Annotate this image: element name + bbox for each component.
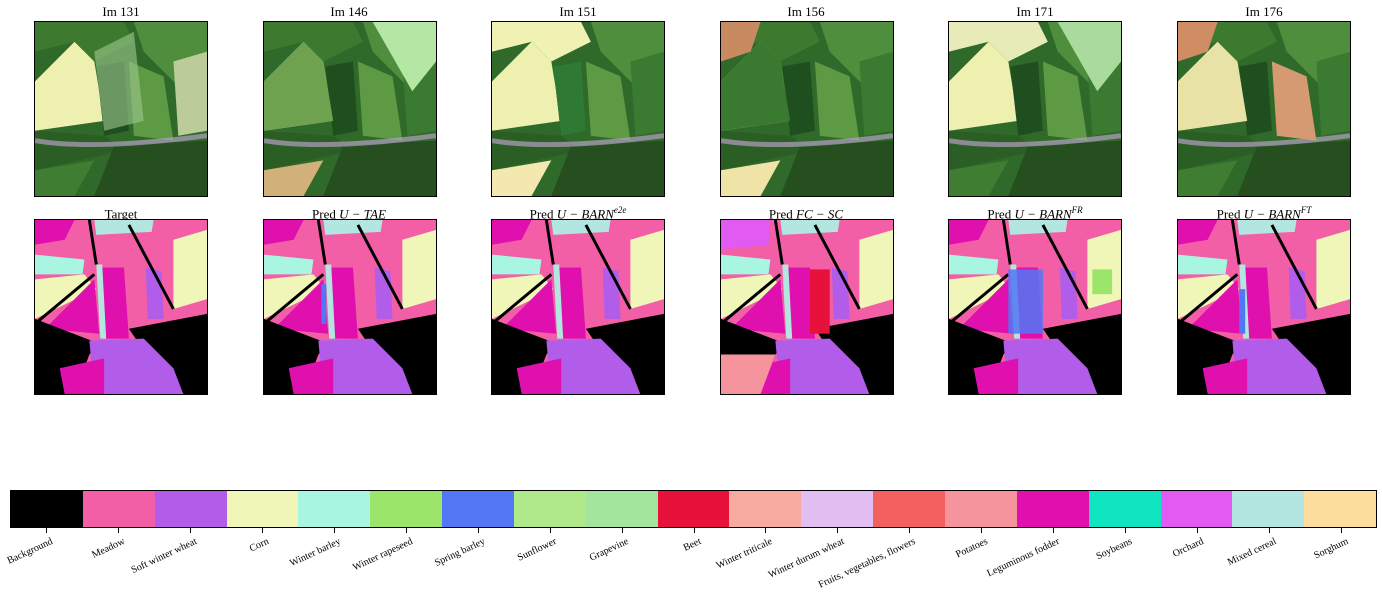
colorbar-label: Corn — [247, 536, 271, 555]
segmentation-map-u-tae — [263, 219, 437, 395]
colorbar-swatch — [801, 491, 874, 527]
colorbar-swatch — [1016, 491, 1089, 527]
map-title-5: Pred U − BARNFR — [987, 205, 1083, 222]
image-title-6: Im 176 — [1245, 4, 1283, 19]
segmentation-map-u-barn-e2e — [491, 219, 665, 395]
colorbar-label: Grapevine — [588, 536, 631, 564]
colorbar-swatch — [1160, 491, 1233, 527]
colorbar-label: Soft winter wheat — [129, 536, 199, 577]
colorbar-label: Leguminous fodder — [985, 536, 1062, 580]
colorbar-swatch — [226, 491, 299, 527]
colorbar-label: Orchard — [1171, 536, 1206, 560]
colorbar-swatch — [298, 491, 371, 527]
segmentation-map-target — [34, 219, 208, 395]
colorbar-tick — [118, 528, 119, 533]
image-title-2: Im 146 — [330, 4, 368, 19]
colorbar-swatch — [1232, 491, 1305, 527]
colorbar-tick — [334, 528, 335, 533]
colorbar-tick — [909, 528, 910, 533]
colorbar-tick — [694, 528, 695, 533]
colorbar-label: Soybeans — [1094, 536, 1134, 563]
satellite-image-1 — [34, 21, 208, 197]
colorbar-tick — [837, 528, 838, 533]
colorbar-tick — [190, 528, 191, 533]
image-title-1: Im 131 — [102, 4, 140, 19]
colorbar-tick — [46, 528, 47, 533]
colorbar-tick — [406, 528, 407, 533]
colorbar-tick — [622, 528, 623, 533]
image-title-4: Im 156 — [787, 4, 825, 19]
segmentation-map-u-barn-ft — [1177, 219, 1351, 395]
colorbar-tick — [981, 528, 982, 533]
colorbar-tick — [1125, 528, 1126, 533]
colorbar-tick — [1053, 528, 1054, 533]
colorbar-label: Meadow — [90, 536, 127, 561]
colorbar-tick — [1269, 528, 1270, 533]
colorbar-label: Beet — [681, 536, 703, 554]
colorbar-tick — [550, 528, 551, 533]
map-title-3: Pred U − BARNe2e — [529, 205, 627, 222]
colorbar-label: Mixed cereal — [1225, 536, 1278, 569]
colorbar-label: Sunflower — [516, 536, 559, 564]
colorbar-swatch — [873, 491, 945, 527]
map-title-1: Target — [104, 206, 138, 222]
colorbar-swatch — [154, 491, 227, 527]
satellite-image-2 — [263, 21, 437, 197]
satellite-image-5 — [948, 21, 1122, 197]
colorbar-label: Winter rapeseed — [351, 536, 415, 574]
colorbar-swatch — [944, 491, 1017, 527]
map-title-2: Pred U − TAE — [312, 206, 386, 222]
colorbar-tick — [765, 528, 766, 533]
satellite-image-3 — [491, 21, 665, 197]
colorbar-swatch — [513, 491, 586, 527]
colorbar-swatch — [1088, 491, 1161, 527]
colorbar-swatch — [442, 491, 514, 527]
colorbar-swatch — [1304, 491, 1377, 527]
segmentation-map-u-barn-fr — [948, 219, 1122, 395]
colorbar-swatch — [657, 491, 730, 527]
satellite-image-4 — [720, 21, 894, 197]
colorbar-label: Spring barley — [432, 536, 487, 569]
satellite-image-6 — [1177, 21, 1351, 197]
colorbar-tick — [262, 528, 263, 533]
colorbar-tick — [478, 528, 479, 533]
class-colorbar — [10, 490, 1377, 528]
colorbar-label: Potatoes — [954, 536, 990, 561]
colorbar-label: Winter barley — [288, 536, 343, 570]
image-title-5: Im 171 — [1016, 4, 1054, 19]
colorbar-swatch — [11, 491, 83, 527]
colorbar-swatch — [585, 491, 658, 527]
image-title-3: Im 151 — [559, 4, 597, 19]
colorbar-label: Sorghum — [1311, 536, 1350, 562]
colorbar-swatch — [370, 491, 443, 527]
colorbar-tick — [1197, 528, 1198, 533]
colorbar-swatch — [82, 491, 155, 527]
map-title-4: Pred FC − SC — [768, 206, 844, 222]
segmentation-map-fc-sc — [720, 219, 894, 395]
map-title-6: Pred U − BARNFT — [1216, 205, 1312, 222]
colorbar-tick — [1341, 528, 1342, 533]
colorbar-label: Winter triticale — [714, 536, 774, 572]
colorbar-swatch — [729, 491, 802, 527]
colorbar-label: Background — [5, 536, 55, 567]
